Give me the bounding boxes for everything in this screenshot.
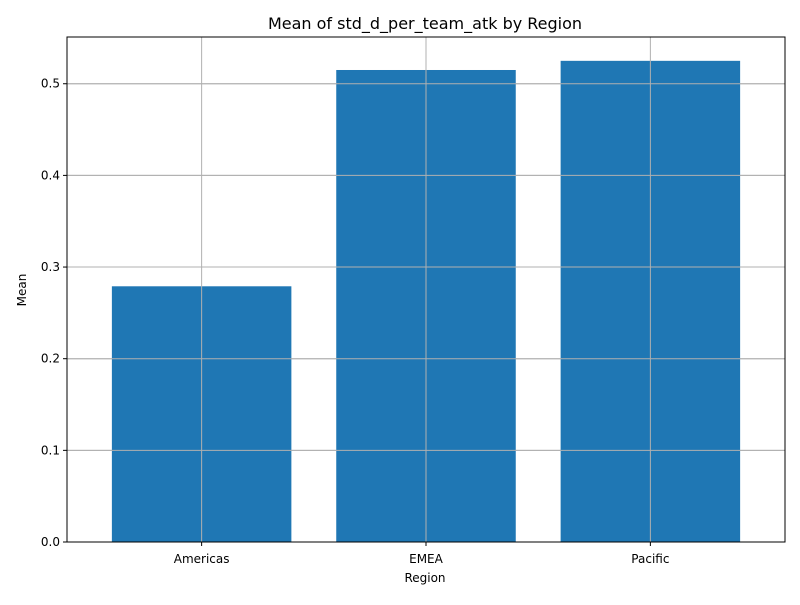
y-tick-label: 0.3 [41,260,60,274]
y-tick-label: 0.5 [41,77,60,91]
y-tick-label: 0.1 [41,443,60,457]
y-tick-label: 0.0 [41,535,60,549]
y-tick-label: 0.2 [41,352,60,366]
x-tick-label: EMEA [409,552,444,566]
axis-ticks: 0.0 0.1 0.2 0.3 0.4 0.5 Americas EMEA Pacific [41,77,670,566]
x-tick-label: Americas [174,552,230,566]
y-axis-label: Mean [15,274,29,307]
x-tick-label: Pacific [631,552,669,566]
x-axis-label: Region [404,571,445,585]
chart-title: Mean of std_d_per_team_atk by Region [268,14,582,34]
y-tick-label: 0.4 [41,168,60,182]
